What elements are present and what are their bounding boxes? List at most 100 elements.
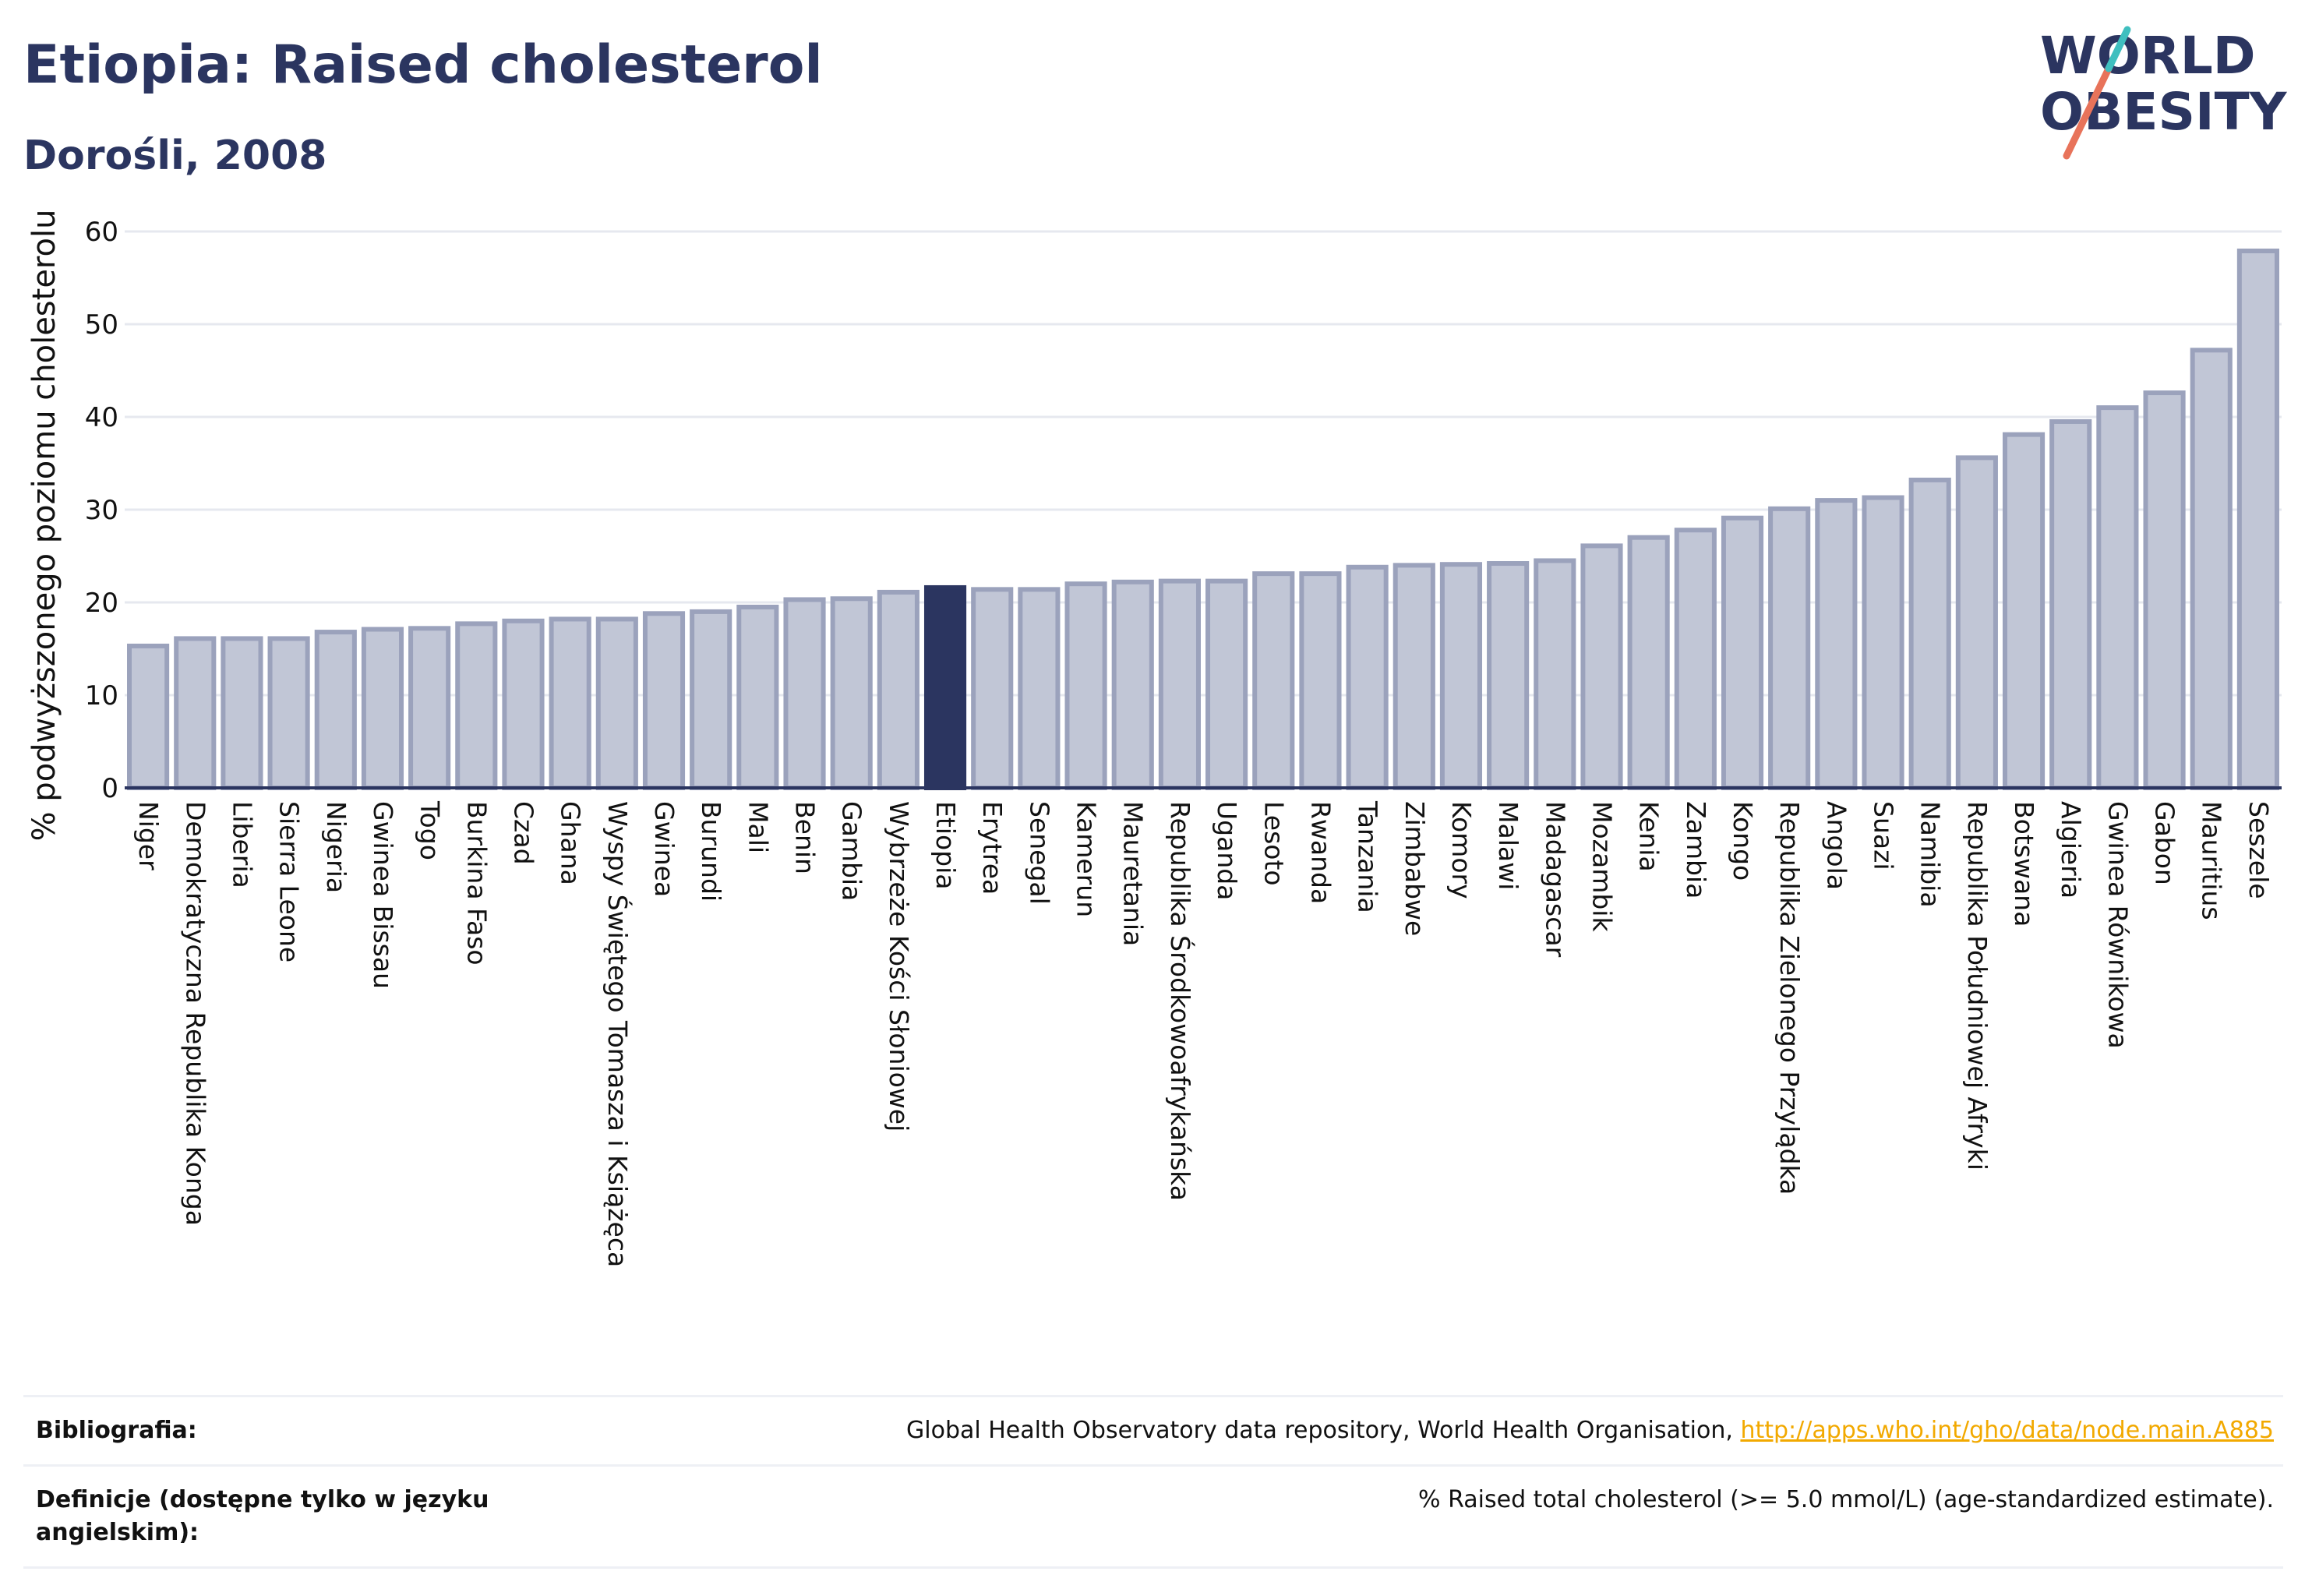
x-tick-label: Republika Zielonego Przylądka [1774,801,1805,1195]
chart-title: Etiopia: Raised cholesterol [23,34,823,96]
bar-27[interactable] [1393,563,1435,791]
reference-row-definition: Definicje (dostępne tylko w języku angie… [23,1464,2283,1569]
x-tick-label: Sierra Leone [274,801,305,962]
x-tick-label: Wybrzeże Kości Słoniowej [884,801,914,1132]
bar-29[interactable] [1487,561,1530,791]
x-tick-label: Togo [415,800,445,860]
bar-17[interactable] [923,584,967,791]
references-table: Bibliografia: Global Health Observatory … [23,1395,2283,1569]
x-tick-label: Czad [508,801,538,865]
bar-3[interactable] [267,636,310,790]
x-tick-label: Gambia [837,801,867,901]
reference-label: Bibliografia: [36,1417,197,1444]
bar-21[interactable] [1111,579,1154,790]
bar-7[interactable] [455,621,498,790]
x-tick-label: Niger [133,801,164,870]
x-tick-label: Komory [1446,801,1477,899]
definition-label: Definicje (dostępne tylko w języku angie… [36,1486,489,1546]
bar-33[interactable] [1674,528,1717,790]
bar-28[interactable] [1439,562,1483,791]
bar-10[interactable] [595,616,638,790]
bar-22[interactable] [1158,578,1201,790]
y-tick-label: 0 [101,773,118,804]
y-tick-label: 60 [85,217,118,248]
bar-37[interactable] [1862,495,1904,791]
bar-11[interactable] [642,611,686,791]
x-tick-label: Zimbabwe [1400,801,1430,936]
bar-chart: 0 10 20 30 40 50 60 Niger Demokratyczna Republi… [26,210,2282,1267]
x-tick-label: Kenia [1634,801,1664,872]
bar-15[interactable] [830,596,873,790]
x-tick-label: Madagascar [1540,801,1570,958]
bar-25[interactable] [1299,571,1342,790]
bar-14[interactable] [783,597,826,790]
bar-32[interactable] [1627,535,1670,790]
y-tick-label: 40 [85,402,118,433]
bar-8[interactable] [502,618,545,790]
x-tick-label: Seszele [2243,801,2274,899]
y-tick-label: 50 [85,309,118,341]
x-tick-label: Lesoto [1258,801,1289,886]
bar-39[interactable] [1955,455,1998,790]
logo-slash-coral [2063,65,2113,160]
bar-42[interactable] [2096,405,2139,790]
x-tick-label: Senegal [1024,801,1054,905]
bar-12[interactable] [690,609,732,791]
bar-43[interactable] [2143,390,2186,790]
x-tick-label: Republika Południowej Afryki [1962,801,1993,1171]
logo-slash-teal [2105,26,2131,72]
bar-38[interactable] [1908,477,1951,790]
x-tick-label: Namibia [1915,801,1946,908]
reference-row-bibliography: Bibliografia: Global Health Observatory … [23,1395,2283,1464]
bar-20[interactable] [1064,581,1107,790]
bar-5[interactable] [361,627,404,791]
reference-link[interactable]: http://apps.who.int/gho/data/node.main.A… [1740,1417,2274,1444]
reference-source: Global Health Observatory data repositor… [906,1417,1741,1444]
bar-19[interactable] [1018,587,1061,791]
bar-40[interactable] [2002,432,2046,790]
x-tick-label: Mauritius [2197,801,2227,920]
bar-1[interactable] [174,636,217,790]
bar-36[interactable] [1815,498,1858,790]
x-tick-label: Mozambik [1587,801,1617,932]
x-tick-label: Tanzania [1353,800,1383,913]
x-tick-label: Algieria [2056,801,2086,899]
bar-26[interactable] [1346,564,1389,791]
x-tick-label: Nigeria [321,801,351,893]
bar-4[interactable] [314,630,357,791]
bar-13[interactable] [736,604,779,791]
bar-30[interactable] [1534,558,1576,790]
bar-6[interactable] [408,626,451,790]
x-tick-label: Suazi [1869,801,1899,870]
bar-45[interactable] [2236,248,2279,790]
x-tick-label: Republika Środkowoafrykańska [1165,801,1196,1201]
bar-44[interactable] [2190,348,2233,790]
bar-35[interactable] [1768,506,1811,790]
y-axis-ticks: 0 10 20 30 40 50 60 [85,217,118,804]
bar-34[interactable] [1721,515,1764,791]
bar-23[interactable] [1205,578,1248,790]
x-tick-label: Burkina Faso [461,801,492,966]
bar-41[interactable] [2049,418,2092,790]
bar-24[interactable] [1252,571,1295,790]
y-tick-label: 20 [85,588,118,619]
x-tick-label: Mauretania [1118,801,1149,946]
x-tick-label: Kamerun [1071,801,1102,917]
reference-text: Global Health Observatory data repositor… [906,1414,2274,1447]
logo-line1: WORLD [2040,26,2256,86]
x-tick-label: Liberia [227,801,257,888]
bar-9[interactable] [549,616,591,790]
x-tick-label: Erytrea [977,801,1008,895]
bar-2[interactable] [221,636,263,790]
bar-0[interactable] [127,643,170,790]
world-obesity-logo[interactable]: WORLD OBESITY [2034,23,2291,164]
x-tick-label: Burundi [696,801,726,902]
x-tick-label: Etiopia [930,801,961,890]
x-tick-label: Angola [1821,801,1851,890]
bar-18[interactable] [971,587,1014,791]
bar-31[interactable] [1580,543,1623,790]
x-tick-label: Rwanda [1305,801,1336,904]
x-tick-label: Malawi [1493,801,1523,890]
x-axis-labels: Niger Demokratyczna Republika Konga Liberi… [133,800,2274,1267]
bar-16[interactable] [877,589,920,790]
